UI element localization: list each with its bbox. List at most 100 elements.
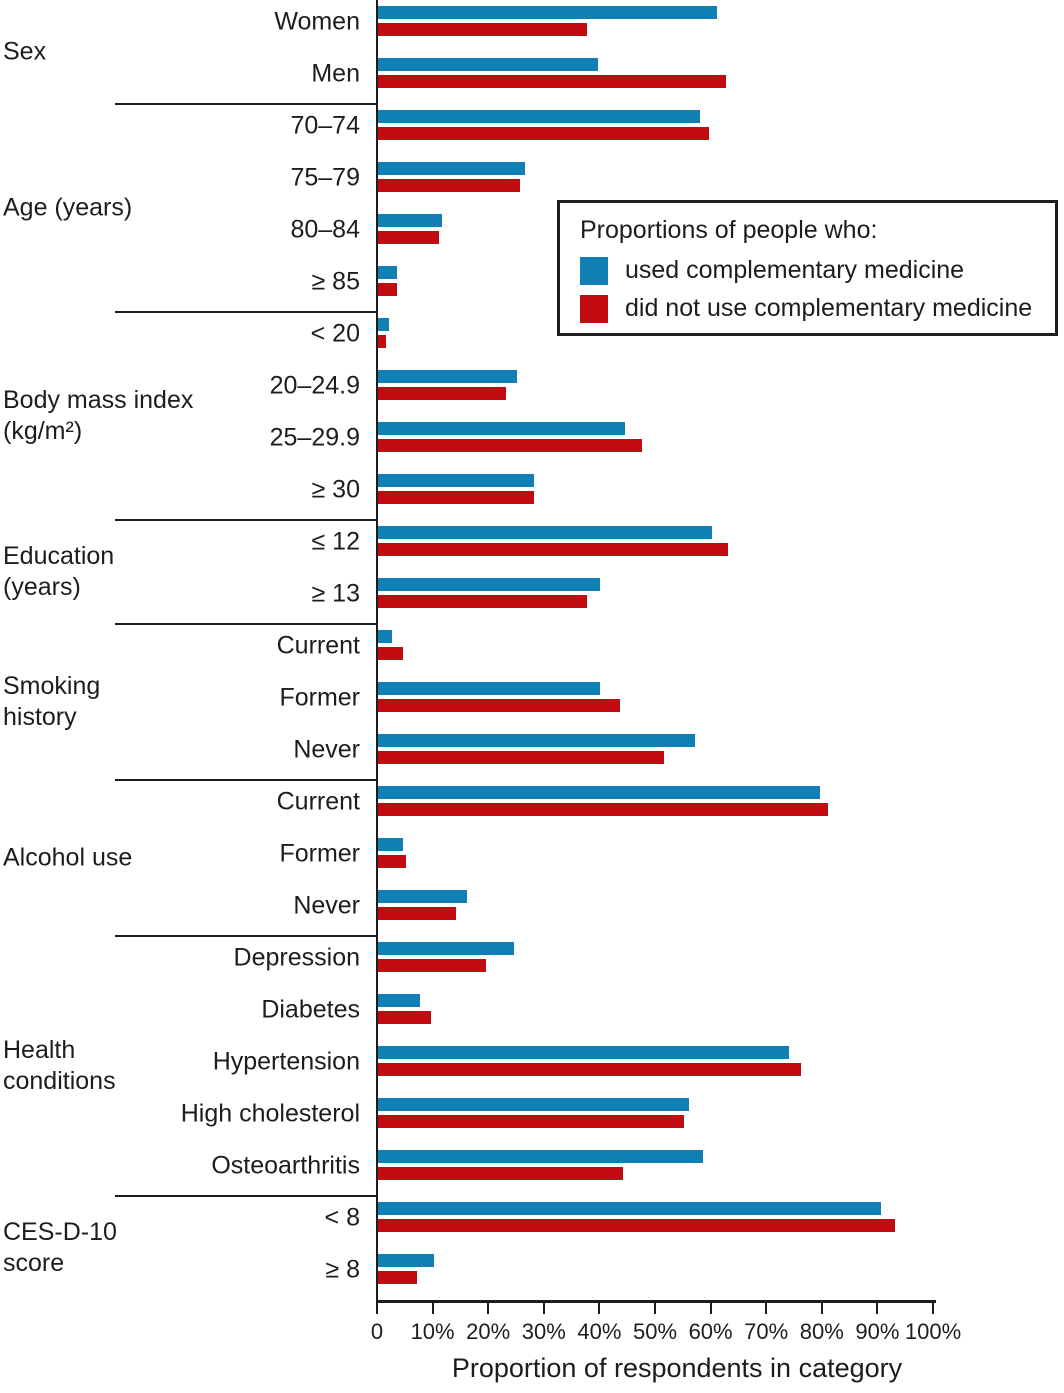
group-label: Age (years) bbox=[3, 193, 132, 224]
bar-used-complementary-medicine bbox=[378, 734, 695, 747]
axis-tick-label: 90% bbox=[855, 1319, 900, 1344]
category-label: < 8 bbox=[324, 1203, 360, 1231]
bar-used-complementary-medicine bbox=[378, 474, 534, 487]
category-label: Former bbox=[279, 839, 360, 867]
axis-tick bbox=[932, 1303, 934, 1314]
bar-did-not-use-complementary-medicine bbox=[378, 231, 440, 244]
category-label: 20–24.9 bbox=[269, 371, 360, 399]
category-label: Never bbox=[293, 891, 360, 919]
category-label: 25–29.9 bbox=[269, 423, 360, 451]
axis-tick-label: 100% bbox=[904, 1319, 962, 1344]
category-label: High cholesterol bbox=[180, 1099, 360, 1127]
group-label-line: Age (years) bbox=[3, 193, 133, 222]
group-separator bbox=[115, 311, 378, 313]
axis-tick bbox=[820, 1303, 823, 1314]
category-label: ≥ 8 bbox=[325, 1255, 360, 1283]
category-label: Former bbox=[279, 683, 360, 711]
y-axis-line bbox=[376, 0, 378, 1302]
axis-tick bbox=[654, 1303, 656, 1314]
axis-tick-label: 70% bbox=[744, 1319, 789, 1344]
bar-used-complementary-medicine bbox=[378, 318, 390, 331]
category-label: Men bbox=[311, 59, 360, 87]
category-label: Hypertension bbox=[212, 1047, 360, 1075]
bar-used-complementary-medicine bbox=[378, 890, 467, 903]
bar-used-complementary-medicine bbox=[378, 1254, 434, 1267]
axis-tick-label: 20% bbox=[466, 1319, 511, 1344]
bar-used-complementary-medicine bbox=[378, 422, 626, 435]
group-label-line: Smoking bbox=[3, 672, 101, 700]
legend-entry-label: used complementary medicine bbox=[625, 256, 965, 284]
bar-used-complementary-medicine bbox=[378, 994, 420, 1007]
bar-used-complementary-medicine bbox=[378, 942, 515, 955]
group-label: CES-D-10 score bbox=[3, 1217, 117, 1279]
bar-used-complementary-medicine bbox=[378, 526, 712, 539]
category-label: Women bbox=[274, 7, 360, 35]
bar-used-complementary-medicine bbox=[378, 1098, 690, 1111]
group-separator bbox=[115, 779, 378, 781]
bar-did-not-use-complementary-medicine bbox=[378, 595, 587, 608]
group-label: Education (years) bbox=[3, 541, 114, 603]
category-label: Current bbox=[276, 787, 360, 815]
bar-did-not-use-complementary-medicine bbox=[378, 1167, 623, 1180]
category-label: Never bbox=[293, 735, 360, 763]
group-label: Sex bbox=[3, 37, 46, 68]
group-label-line: Education bbox=[3, 542, 115, 570]
axis-tick-label: 10% bbox=[410, 1319, 455, 1344]
axis-tick bbox=[431, 1303, 434, 1314]
axis-tick bbox=[709, 1303, 712, 1314]
axis-tick bbox=[487, 1303, 490, 1314]
category-label: 75–79 bbox=[290, 163, 360, 191]
group-label-line: Health bbox=[3, 1036, 76, 1064]
legend-entry-used: used complementary medicine bbox=[580, 256, 1055, 285]
category-label: 80–84 bbox=[290, 215, 360, 243]
bar-did-not-use-complementary-medicine bbox=[378, 855, 406, 868]
group-separator bbox=[115, 1195, 378, 1197]
group-label: Alcohol use bbox=[3, 843, 132, 874]
bar-used-complementary-medicine bbox=[378, 6, 718, 19]
legend-entry-label: did not use complementary medicine bbox=[625, 294, 1033, 322]
bar-used-complementary-medicine bbox=[378, 1046, 790, 1059]
group-label-line: Body mass index bbox=[3, 386, 194, 414]
bar-used-complementary-medicine bbox=[378, 370, 517, 383]
bar-did-not-use-complementary-medicine bbox=[378, 907, 456, 920]
group-label: Health conditions bbox=[3, 1035, 116, 1097]
group-separator bbox=[115, 935, 378, 937]
bar-did-not-use-complementary-medicine bbox=[378, 803, 829, 816]
category-label: ≥ 13 bbox=[311, 579, 360, 607]
group-separator bbox=[115, 103, 378, 105]
legend-title: Proportions of people who: bbox=[580, 216, 878, 244]
axis-tick bbox=[376, 1303, 378, 1314]
axis-tick bbox=[598, 1303, 601, 1314]
bar-used-complementary-medicine bbox=[378, 630, 392, 643]
bar-did-not-use-complementary-medicine bbox=[378, 75, 726, 88]
category-label: ≤ 12 bbox=[311, 527, 360, 555]
did-not-use-complementary-medicine-swatch bbox=[580, 294, 608, 323]
group-label-line: Alcohol use bbox=[3, 843, 133, 872]
group-separator bbox=[115, 623, 378, 625]
bar-did-not-use-complementary-medicine bbox=[378, 699, 620, 712]
axis-tick-label: 80% bbox=[799, 1319, 844, 1344]
bar-did-not-use-complementary-medicine bbox=[378, 751, 665, 764]
bar-did-not-use-complementary-medicine bbox=[378, 23, 587, 36]
category-label: 70–74 bbox=[290, 111, 360, 139]
used-complementary-medicine-swatch bbox=[580, 256, 608, 285]
group-label-line: conditions bbox=[3, 1067, 116, 1095]
bar-used-complementary-medicine bbox=[378, 214, 442, 227]
bar-used-complementary-medicine bbox=[378, 110, 701, 123]
bar-used-complementary-medicine bbox=[378, 162, 526, 175]
category-label: Depression bbox=[233, 943, 360, 971]
group-label-line: score bbox=[3, 1249, 65, 1277]
group-label-line: (kg/m²) bbox=[3, 417, 83, 445]
axis-tick bbox=[765, 1303, 768, 1314]
category-label: Osteoarthritis bbox=[211, 1151, 360, 1179]
legend-entry-not-used: did not use complementary medicine bbox=[580, 294, 1055, 323]
bar-did-not-use-complementary-medicine bbox=[378, 1011, 431, 1024]
bar-used-complementary-medicine bbox=[378, 682, 601, 695]
group-separator bbox=[115, 519, 378, 521]
group-label-line: Sex bbox=[3, 37, 47, 66]
group-label-line: CES-D-10 bbox=[3, 1218, 117, 1246]
group-label: Smoking history bbox=[3, 671, 100, 733]
bar-did-not-use-complementary-medicine bbox=[378, 1271, 417, 1284]
bar-did-not-use-complementary-medicine bbox=[378, 179, 520, 192]
